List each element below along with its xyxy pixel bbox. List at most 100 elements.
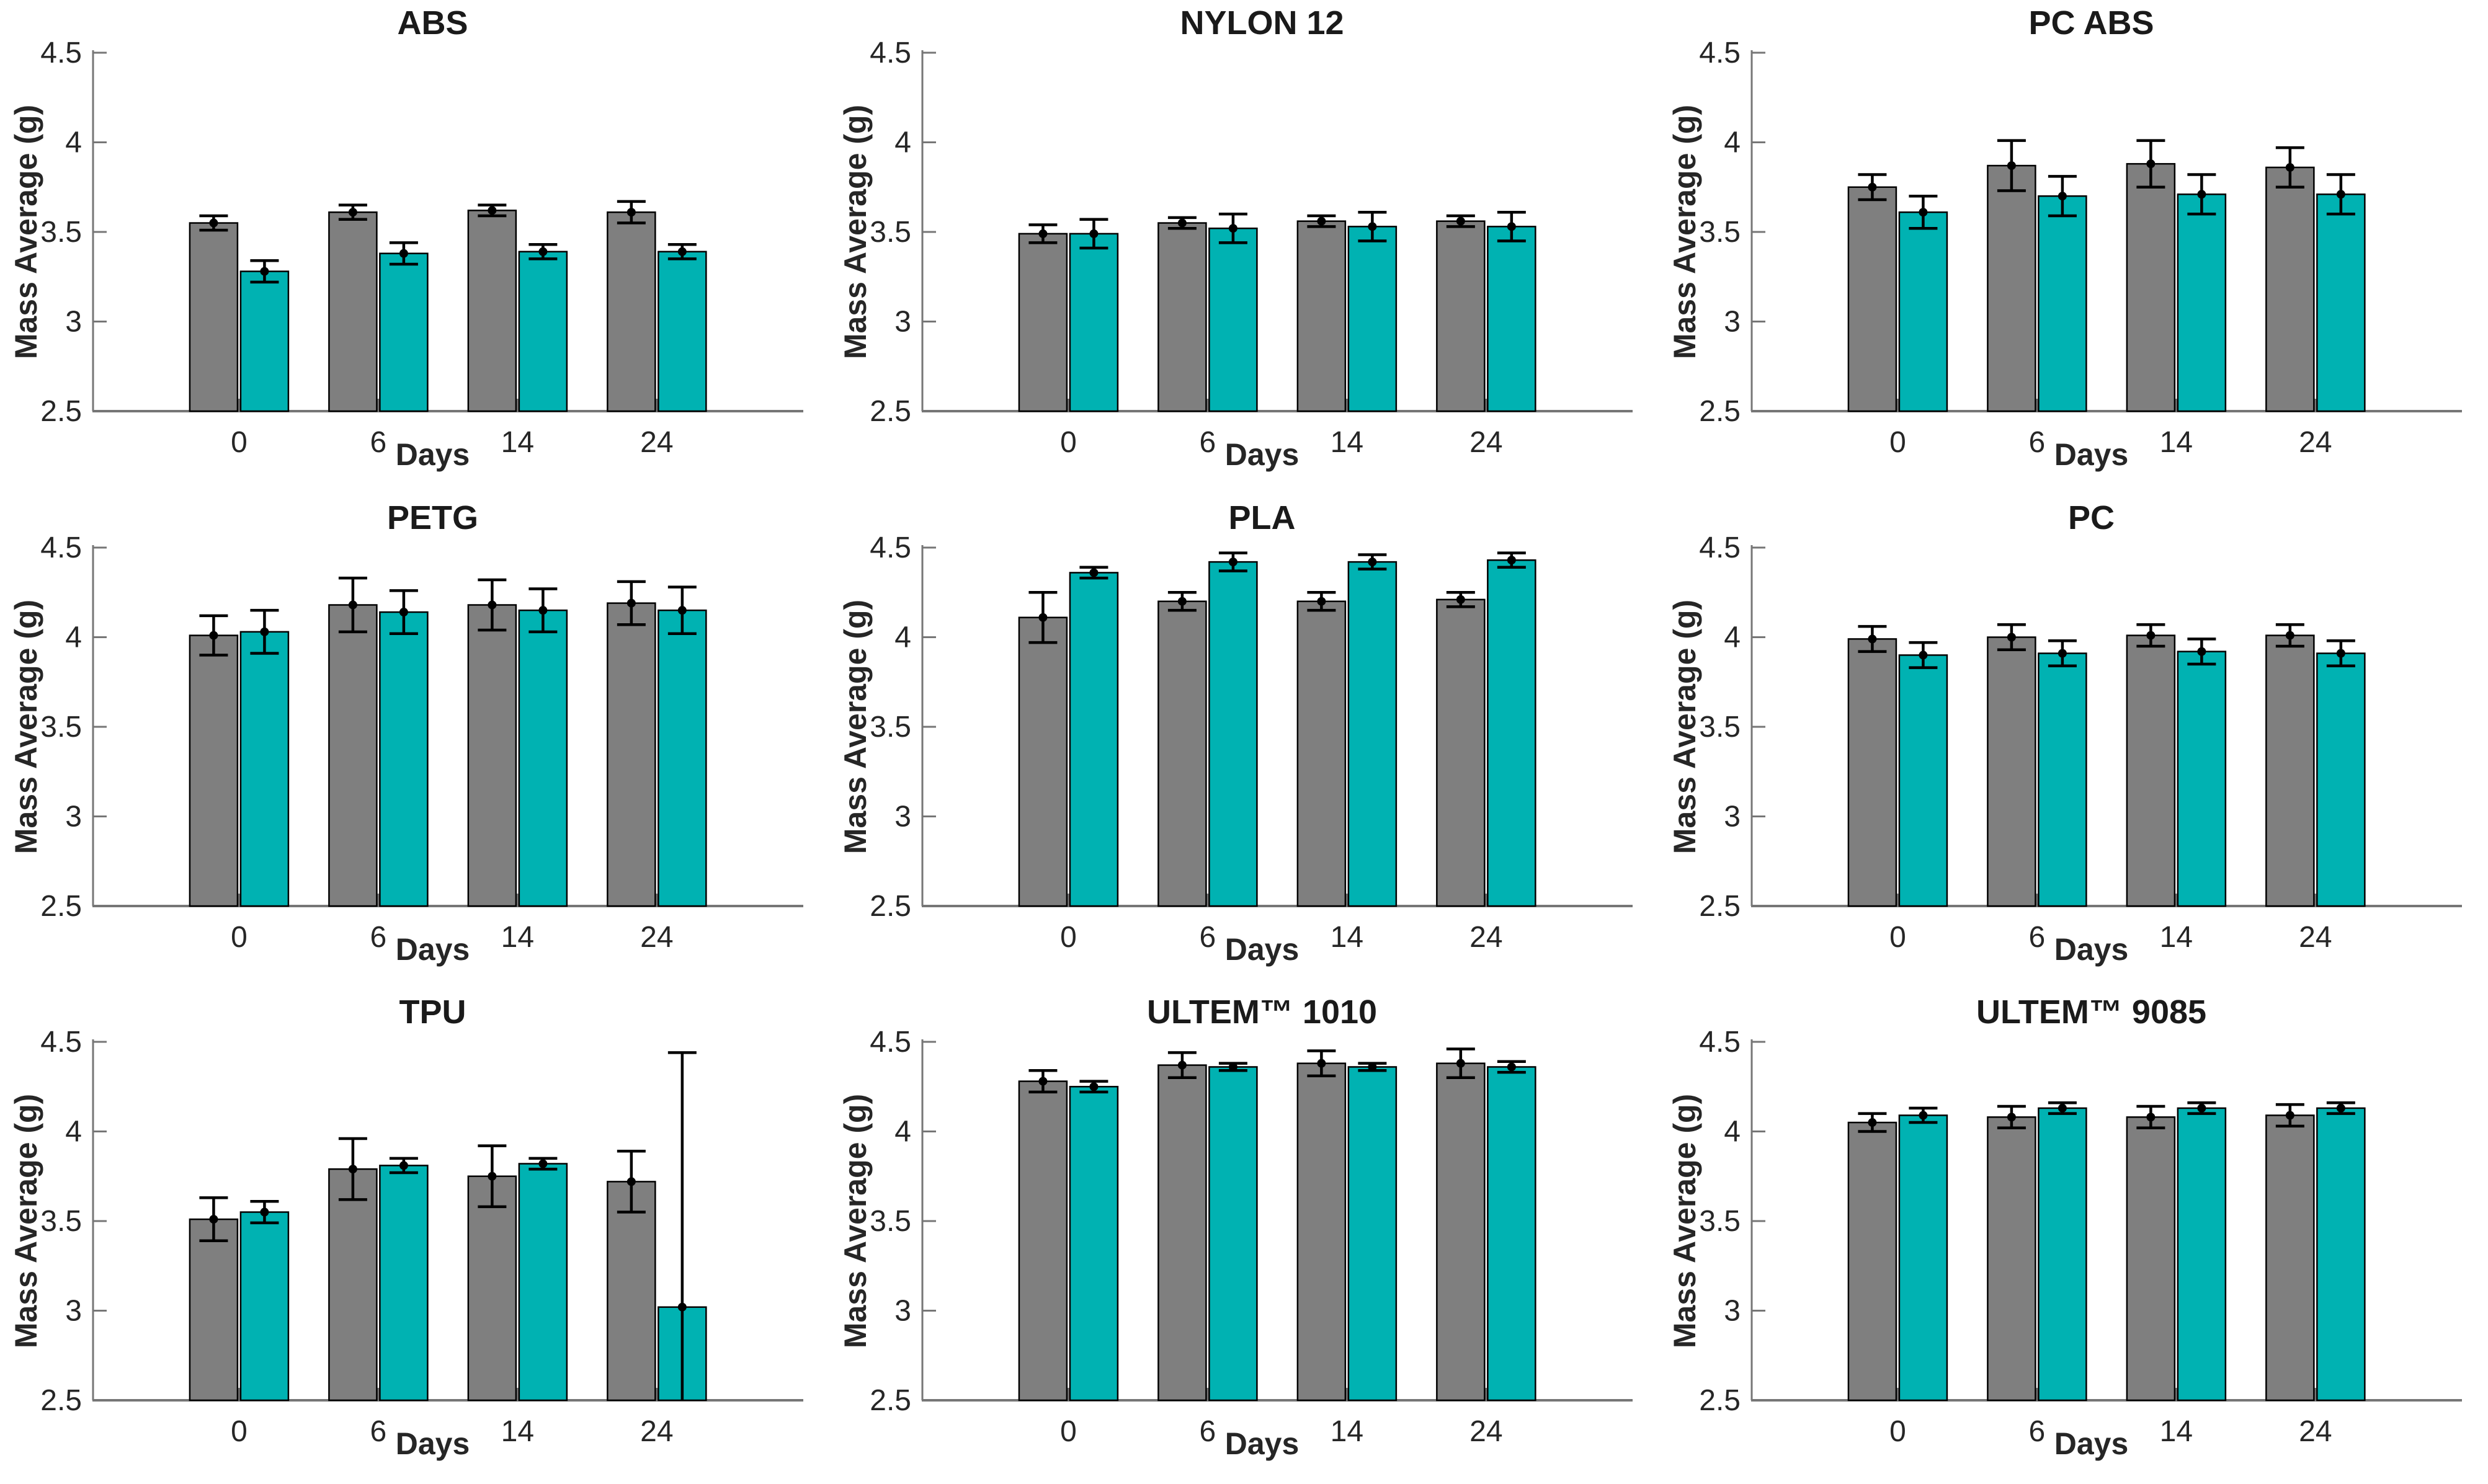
error-marker bbox=[1089, 568, 1099, 577]
y-tick-label: 4.5 bbox=[40, 37, 82, 69]
plot-area: 2.5 3 3.5 4 4.5 0 6 14 24 bbox=[1699, 531, 2462, 954]
error-marker bbox=[209, 631, 218, 640]
error-marker bbox=[1507, 1062, 1516, 1072]
gray-bar bbox=[2126, 634, 2176, 907]
teal-bar bbox=[239, 1211, 290, 1402]
error-marker bbox=[2336, 649, 2345, 658]
teal-bar bbox=[1347, 1066, 1398, 1402]
y-tick-label: 4.5 bbox=[870, 531, 911, 564]
error-marker bbox=[626, 1177, 636, 1186]
y-tick-label: 3.5 bbox=[40, 1205, 82, 1238]
error-marker bbox=[1038, 229, 1048, 238]
error-marker bbox=[2285, 1111, 2294, 1120]
teal-bar bbox=[2038, 195, 2087, 412]
y-tick-label: 3.5 bbox=[40, 711, 82, 744]
x-tick-label: 0 bbox=[1060, 426, 1077, 459]
y-tick-label: 3.5 bbox=[1699, 1205, 1741, 1238]
y-tick-label: 2.5 bbox=[40, 890, 82, 923]
gray-bar bbox=[467, 1175, 517, 1402]
subplot-title: PETG bbox=[386, 499, 479, 536]
gray-bar bbox=[607, 211, 656, 412]
teal-bar bbox=[2177, 1107, 2227, 1402]
y-tick-label: 4 bbox=[1724, 621, 1741, 654]
error-marker bbox=[2285, 631, 2294, 640]
teal-bar bbox=[1208, 227, 1258, 412]
plot-area: 2.5 3 3.5 4 4.5 0 6 14 24 bbox=[40, 531, 803, 954]
error-marker bbox=[348, 1165, 357, 1174]
teal-bar bbox=[2316, 193, 2366, 412]
y-tick-label: 3.5 bbox=[870, 711, 911, 744]
x-tick-label: 24 bbox=[640, 921, 673, 954]
subplot-ultem-1010: ULTEM™ 1010 Mass Average (g) 2.5 3 3.5 4 4.5… bbox=[829, 989, 1659, 1484]
gray-bar bbox=[2265, 634, 2315, 907]
y-tick-label: 3.5 bbox=[870, 1205, 911, 1238]
x-tick-label: 0 bbox=[1889, 921, 1906, 954]
y-tick-label: 4.5 bbox=[40, 531, 82, 564]
y-tick-label: 3.5 bbox=[1699, 216, 1741, 249]
teal-bar bbox=[518, 609, 568, 907]
y-tick-label: 4 bbox=[894, 127, 911, 159]
y-tick-label: 3.5 bbox=[870, 216, 911, 249]
error-marker bbox=[1228, 224, 1237, 233]
teal-bar bbox=[1487, 1066, 1536, 1402]
y-tick-label: 4.5 bbox=[1699, 531, 1741, 564]
gray-bar bbox=[1296, 1062, 1347, 1402]
y-tick-label: 3 bbox=[894, 306, 911, 339]
subplot-title: PC ABS bbox=[2028, 4, 2154, 42]
y-tick-label: 3 bbox=[65, 306, 82, 339]
y-tick-label: 4.5 bbox=[870, 1026, 911, 1059]
x-tick-label: 6 bbox=[1200, 1415, 1216, 1448]
x-tick-label: 6 bbox=[2029, 426, 2046, 459]
y-tick-label: 4.5 bbox=[1699, 1026, 1741, 1059]
x-axis-label: Days bbox=[2054, 932, 2129, 967]
error-marker bbox=[1089, 1082, 1099, 1091]
error-marker bbox=[1038, 613, 1048, 622]
gray-bar bbox=[607, 602, 656, 907]
y-tick-label: 4.5 bbox=[40, 1026, 82, 1059]
error-marker bbox=[209, 218, 218, 228]
teal-bar bbox=[518, 251, 568, 412]
error-marker bbox=[2146, 1113, 2156, 1122]
error-marker bbox=[348, 208, 357, 217]
error-marker bbox=[260, 267, 269, 276]
subplot-title: ULTEM™ 1010 bbox=[1146, 993, 1378, 1031]
plot-area: 2.5 3 3.5 4 4.5 0 6 14 24 bbox=[40, 1026, 803, 1448]
gray-bar bbox=[1436, 220, 1486, 412]
teal-bar bbox=[239, 270, 290, 412]
gray-bar bbox=[607, 1181, 656, 1402]
y-tick-label: 2.5 bbox=[870, 395, 911, 428]
gray-bar bbox=[1157, 600, 1207, 907]
x-tick-label: 14 bbox=[1331, 921, 1363, 954]
error-marker bbox=[626, 598, 636, 608]
error-marker bbox=[209, 1215, 218, 1224]
x-tick-label: 14 bbox=[2160, 1415, 2193, 1448]
y-tick-label: 3 bbox=[1724, 1295, 1741, 1328]
y-tick-label: 2.5 bbox=[40, 1384, 82, 1417]
x-tick-label: 6 bbox=[1200, 426, 1216, 459]
subplot-abs: ABS Mass Average (g) 2.5 3 3.5 4 4.5 0 6 14 24 D… bbox=[0, 0, 829, 495]
teal-bar bbox=[658, 609, 707, 907]
error-marker bbox=[1919, 208, 1928, 217]
gray-bar bbox=[1847, 1121, 1897, 1402]
teal-bar bbox=[2177, 651, 2227, 907]
error-marker bbox=[1177, 597, 1187, 606]
error-marker bbox=[399, 249, 408, 258]
gray-bar bbox=[1436, 1062, 1486, 1402]
teal-bar bbox=[1208, 1066, 1258, 1402]
x-tick-label: 0 bbox=[1060, 921, 1077, 954]
error-marker bbox=[2146, 631, 2156, 640]
teal-bar bbox=[1069, 572, 1119, 907]
subplot-tpu: TPU Mass Average (g) 2.5 3 3.5 4 4.5 0 6 14 24 D… bbox=[0, 989, 829, 1484]
subplot-title: TPU bbox=[399, 993, 466, 1031]
error-marker bbox=[1368, 222, 1377, 231]
x-tick-label: 0 bbox=[231, 1415, 247, 1448]
teal-bar bbox=[1208, 561, 1258, 907]
x-axis-label: Days bbox=[395, 437, 470, 472]
subplot-ultem-9085: ULTEM™ 9085 Mass Average (g) 2.5 3 3.5 4 4.5… bbox=[1659, 989, 2488, 1484]
y-tick-label: 2.5 bbox=[1699, 890, 1741, 923]
y-tick-label: 4 bbox=[894, 1116, 911, 1149]
y-tick-label: 4 bbox=[65, 127, 82, 159]
subplot-title: PLA bbox=[1228, 499, 1296, 536]
error-marker bbox=[1456, 595, 1465, 604]
subplot-pc: PC Mass Average (g) 2.5 3 3.5 4 4.5 0 6 14 24 Da… bbox=[1659, 495, 2488, 989]
